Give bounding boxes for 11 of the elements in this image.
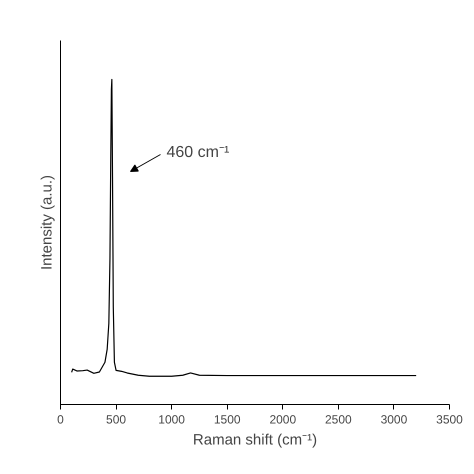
x-tick-label: 0	[57, 412, 64, 426]
y-axis-title: Intensity (a.u.)	[38, 174, 56, 270]
x-tick-label: 2500	[325, 412, 352, 426]
x-tick-label: 2000	[269, 412, 296, 426]
x-tick-label: 1500	[214, 412, 241, 426]
x-tick-label: 500	[106, 412, 126, 426]
x-tick-label: 3500	[436, 412, 464, 426]
x-axis-title: Raman shift (cm⁻¹)	[192, 432, 318, 448]
x-tick-label: 3000	[380, 412, 408, 426]
annotation: 460 cm⁻¹	[166, 144, 230, 161]
x-tick-label: 1000	[158, 412, 186, 426]
